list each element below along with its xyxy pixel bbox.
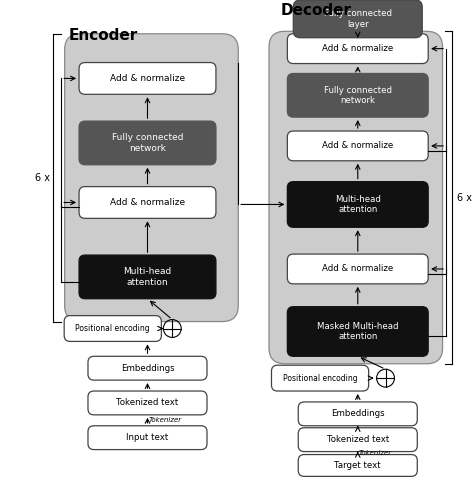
- FancyBboxPatch shape: [88, 426, 207, 450]
- Text: Add & normalize: Add & normalize: [110, 74, 185, 83]
- Text: Embeddings: Embeddings: [121, 364, 174, 373]
- FancyBboxPatch shape: [88, 356, 207, 380]
- FancyBboxPatch shape: [287, 182, 428, 227]
- FancyBboxPatch shape: [79, 255, 216, 299]
- Text: Target text: Target text: [335, 461, 381, 470]
- FancyBboxPatch shape: [298, 454, 417, 476]
- Text: Fully connected
layer: Fully connected layer: [324, 9, 392, 29]
- Text: Encoder: Encoder: [68, 28, 137, 43]
- Text: Add & normalize: Add & normalize: [322, 141, 393, 150]
- Text: Embeddings: Embeddings: [331, 409, 384, 418]
- Text: 6 x: 6 x: [36, 173, 50, 183]
- FancyBboxPatch shape: [79, 63, 216, 94]
- Text: Decoder: Decoder: [281, 3, 351, 18]
- FancyBboxPatch shape: [287, 131, 428, 161]
- Text: Add & normalize: Add & normalize: [322, 44, 393, 53]
- FancyBboxPatch shape: [79, 187, 216, 218]
- FancyBboxPatch shape: [287, 307, 428, 356]
- FancyBboxPatch shape: [272, 365, 369, 391]
- FancyBboxPatch shape: [79, 121, 216, 165]
- Text: Input text: Input text: [127, 433, 169, 442]
- FancyBboxPatch shape: [287, 254, 428, 284]
- Text: Tokenized text: Tokenized text: [327, 435, 389, 444]
- Text: Tokenizer: Tokenizer: [359, 450, 392, 456]
- Text: Multi-head
attention: Multi-head attention: [335, 195, 381, 214]
- FancyBboxPatch shape: [88, 391, 207, 415]
- Text: 6 x: 6 x: [457, 192, 472, 203]
- FancyBboxPatch shape: [298, 402, 417, 426]
- Text: Tokenized text: Tokenized text: [116, 399, 179, 407]
- Text: Add & normalize: Add & normalize: [110, 198, 185, 207]
- Text: Masked Multi-head
attention: Masked Multi-head attention: [317, 322, 399, 341]
- Text: Positional encoding: Positional encoding: [75, 324, 150, 333]
- Text: Tokenizer: Tokenizer: [149, 417, 182, 423]
- Text: Fully connected
network: Fully connected network: [324, 86, 392, 105]
- FancyBboxPatch shape: [287, 73, 428, 117]
- FancyBboxPatch shape: [287, 34, 428, 64]
- FancyBboxPatch shape: [64, 34, 238, 322]
- Text: Fully connected
network: Fully connected network: [112, 133, 183, 153]
- Text: Positional encoding: Positional encoding: [283, 374, 357, 382]
- Text: Add & normalize: Add & normalize: [322, 264, 393, 274]
- FancyBboxPatch shape: [293, 0, 422, 38]
- FancyBboxPatch shape: [269, 31, 443, 364]
- FancyBboxPatch shape: [64, 315, 161, 341]
- Text: Multi-head
attention: Multi-head attention: [123, 267, 172, 287]
- FancyBboxPatch shape: [298, 428, 417, 451]
